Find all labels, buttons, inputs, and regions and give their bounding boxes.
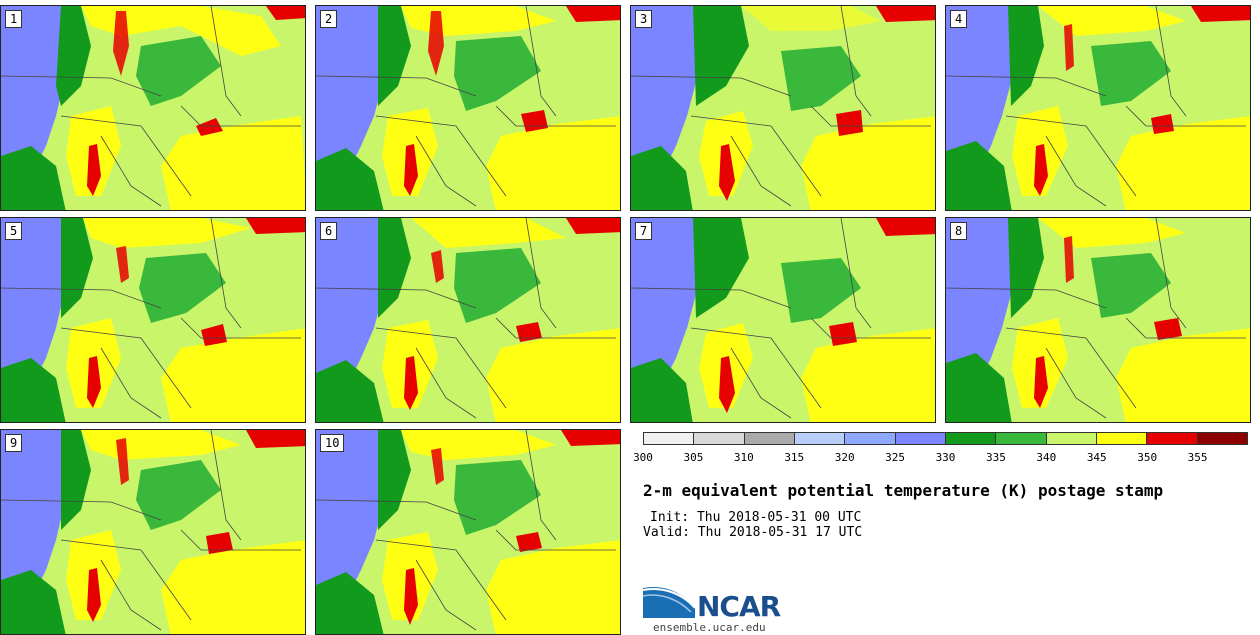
colorbar-swatch (644, 433, 695, 444)
valid-time: Valid: Thu 2018-05-31 17 UTC (643, 525, 863, 540)
member-label: 8 (950, 222, 968, 240)
colorbar-swatch (744, 433, 795, 444)
init-time: Init: Thu 2018-05-31 00 UTC (650, 510, 862, 525)
colorbar-swatch (1046, 433, 1097, 444)
colorbar (643, 432, 1248, 445)
theta-e-map (1, 6, 305, 210)
colorbar-tick-label: 320 (834, 451, 855, 464)
stamp-panel-1: 1 (0, 5, 306, 211)
theta-e-map (946, 218, 1250, 422)
stamp-panel-7: 7 (630, 217, 936, 423)
colorbar-swatch (794, 433, 846, 444)
stamp-panel-5: 5 (0, 217, 306, 423)
member-label: 9 (5, 434, 23, 452)
stamp-panel-10: 10 (315, 429, 621, 635)
member-label: 3 (635, 10, 653, 28)
ncar-logo-icon (643, 586, 696, 618)
logo-url: ensemble.ucar.edu (653, 621, 766, 634)
colorbar-tick-label: 305 (683, 451, 704, 464)
colorbar-swatch (694, 433, 745, 444)
colorbar-swatch (1197, 433, 1247, 444)
colorbar-tick-label: 310 (733, 451, 754, 464)
colorbar-tick-label: 350 (1137, 451, 1158, 464)
theta-e-map (316, 6, 620, 210)
theta-e-map (631, 218, 935, 422)
colorbar-tick-label: 300 (633, 451, 653, 464)
theta-e-map (631, 6, 935, 210)
stamp-panel-4: 4 (945, 5, 1251, 211)
colorbar-swatch (996, 433, 1047, 444)
colorbar-tick-label: 340 (1036, 451, 1057, 464)
stamp-panel-2: 2 (315, 5, 621, 211)
theta-e-map (316, 430, 620, 634)
logo-text: NCAR (697, 590, 781, 623)
stamp-panel-3: 3 (630, 5, 936, 211)
colorbar-swatch (1096, 433, 1148, 444)
colorbar-tick-label: 345 (1086, 451, 1107, 464)
member-label: 6 (320, 222, 338, 240)
member-label: 1 (5, 10, 23, 28)
member-label: 2 (320, 10, 338, 28)
colorbar-swatch (895, 433, 946, 444)
stamp-panel-6: 6 (315, 217, 621, 423)
theta-e-map (946, 6, 1250, 210)
member-label: 4 (950, 10, 968, 28)
colorbar-swatch (845, 433, 896, 444)
colorbar-tick-label: 355 (1187, 451, 1208, 464)
theta-e-map (1, 430, 305, 634)
colorbar-tick-label: 325 (885, 451, 906, 464)
member-label: 10 (320, 434, 345, 452)
plot-title: 2-m equivalent potential temperature (K)… (643, 481, 1164, 500)
colorbar-tick-label: 330 (935, 451, 956, 464)
theta-e-map (316, 218, 620, 422)
colorbar-swatch (945, 433, 997, 444)
colorbar-swatch (1147, 433, 1198, 444)
stamp-panel-9: 9 (0, 429, 306, 635)
member-label: 5 (5, 222, 23, 240)
member-label: 7 (635, 222, 653, 240)
theta-e-map (1, 218, 305, 422)
colorbar-tick-label: 335 (985, 451, 1006, 464)
stamp-panel-8: 8 (945, 217, 1251, 423)
colorbar-tick-label: 315 (784, 451, 805, 464)
